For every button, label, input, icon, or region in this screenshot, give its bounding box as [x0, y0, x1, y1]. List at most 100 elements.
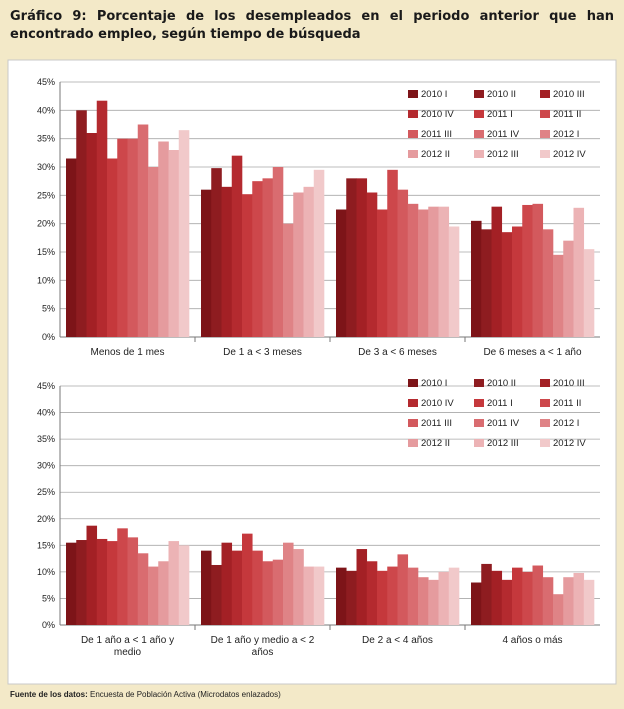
bar [283, 542, 294, 625]
category-label: años [252, 647, 274, 658]
legend-label: 2012 IV [553, 438, 586, 449]
bar [117, 138, 128, 337]
bar [262, 178, 274, 337]
bar [107, 158, 118, 337]
legend-label: 2011 III [421, 418, 452, 429]
y-tick-label: 10% [37, 275, 55, 285]
legend-label: 2011 I [487, 109, 513, 120]
y-tick-label: 5% [42, 304, 55, 314]
bar [448, 226, 460, 337]
chart-top: 0% 5% 10% 15% 20% 25% 30% 35% 40% 45% Menos de 1 m… [37, 77, 600, 358]
y-tick-label: 20% [37, 514, 55, 524]
bar [262, 561, 274, 625]
y-tick-label: 35% [37, 134, 55, 144]
legend-swatch [540, 419, 550, 427]
legend-label: 2011 I [487, 398, 513, 409]
category-label: Menos de 1 mes [91, 347, 165, 358]
legend-label: 2012 III [487, 438, 519, 449]
y-tick-label: 40% [37, 408, 55, 418]
bar [512, 567, 523, 625]
bar [397, 189, 409, 337]
legend-swatch [540, 379, 550, 387]
chart-bottom: 0% 5% 10% 15% 20% 25% 30% 35% 40% 45% De 1 año a <… [37, 378, 600, 658]
bar [553, 594, 564, 625]
bar [563, 577, 574, 625]
bar [96, 100, 108, 337]
bar [583, 249, 595, 337]
legend-swatch [474, 110, 484, 118]
bar [356, 178, 368, 337]
y-tick-label: 30% [37, 461, 55, 471]
bar [66, 542, 77, 625]
bar [428, 579, 439, 625]
legend-label: 2010 IV [421, 398, 454, 409]
bar [252, 550, 263, 625]
legend-label: 2010 II [487, 89, 516, 100]
bar [563, 240, 574, 337]
bar [86, 525, 98, 625]
y-tick-label: 40% [37, 105, 55, 115]
bar [542, 229, 554, 337]
legend-swatch [474, 399, 484, 407]
bar [532, 203, 544, 337]
bar [346, 570, 357, 625]
legend-label: 2010 III [553, 89, 585, 100]
category-label: De 6 meses a < 1 año [483, 347, 582, 358]
legend-swatch [408, 90, 418, 98]
bar [272, 559, 284, 625]
category-label: De 1 a < 3 meses [223, 347, 302, 358]
bar [107, 541, 118, 625]
bar [397, 554, 409, 625]
bar [512, 226, 523, 337]
legend-swatch [540, 90, 550, 98]
y-tick-label: 25% [37, 487, 55, 497]
bar [96, 538, 108, 625]
bar [272, 167, 284, 337]
y-tick-label: 10% [37, 567, 55, 577]
legend-label: 2012 I [553, 129, 579, 140]
bar [583, 579, 595, 625]
bar [481, 229, 492, 337]
bar [387, 169, 398, 337]
bar [148, 566, 159, 625]
legend-swatch [540, 150, 550, 158]
bar [336, 209, 347, 337]
bar [117, 528, 128, 625]
bar [283, 223, 294, 337]
bar [231, 155, 243, 337]
bar [168, 541, 180, 625]
y-tick-label: 15% [37, 247, 55, 257]
category-label: De 1 año y medio a < 2 [211, 635, 315, 646]
source-note: Fuente de los datos: Encuesta de Poblaci… [10, 690, 281, 699]
legend-label: 2012 II [421, 438, 450, 449]
legend-swatch [474, 439, 484, 447]
y-tick-label: 15% [37, 540, 55, 550]
legend-label: 2010 IV [421, 109, 454, 120]
bar [148, 167, 159, 337]
legend-swatch [540, 110, 550, 118]
bar [201, 189, 212, 337]
legend-swatch [408, 150, 418, 158]
legend-swatch [408, 130, 418, 138]
legend-swatch [474, 379, 484, 387]
legend-label: 2012 I [553, 418, 579, 429]
bar [346, 178, 357, 337]
category-label: De 2 a < 4 años [362, 635, 433, 646]
bar [438, 206, 450, 337]
bar [242, 194, 253, 337]
legend-label: 2011 II [553, 398, 581, 409]
legend-swatch [474, 150, 484, 158]
bar [211, 564, 222, 625]
bar [481, 563, 492, 625]
bar [313, 169, 325, 337]
bar [293, 192, 304, 337]
legend-label: 2012 III [487, 149, 519, 160]
y-tick-label: 45% [37, 77, 55, 87]
y-tick-label: 20% [37, 219, 55, 229]
bar [377, 209, 388, 337]
bar [158, 561, 169, 625]
legend-swatch [474, 419, 484, 427]
bar [471, 220, 482, 337]
bar [377, 570, 388, 625]
bar [127, 138, 139, 337]
